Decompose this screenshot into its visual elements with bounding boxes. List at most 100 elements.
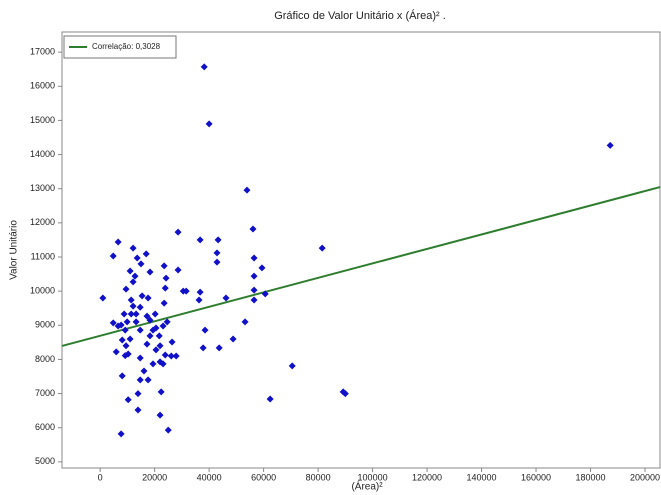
data-point: [137, 260, 145, 268]
y-tick-label: 16000: [30, 81, 55, 91]
data-point: [249, 225, 257, 233]
data-point: [214, 236, 222, 244]
data-point: [250, 286, 258, 294]
data-point: [131, 272, 139, 280]
data-point: [229, 335, 237, 343]
data-point: [195, 296, 203, 304]
data-point: [160, 299, 168, 307]
data-point: [138, 292, 146, 300]
data-point: [132, 310, 140, 318]
data-point: [118, 336, 126, 344]
data-point: [215, 344, 223, 352]
data-point: [143, 340, 151, 348]
data-point: [160, 262, 168, 270]
data-point: [114, 322, 122, 330]
plot-frame: [61, 31, 661, 469]
data-point: [318, 244, 326, 252]
data-point: [168, 338, 176, 346]
data-point: [250, 254, 258, 262]
data-point: [121, 326, 129, 334]
data-point: [129, 278, 137, 286]
data-point: [140, 367, 148, 375]
data-point: [161, 351, 169, 359]
data-point: [213, 249, 221, 257]
data-point: [152, 346, 160, 354]
data-point: [288, 362, 296, 370]
data-point: [159, 322, 167, 330]
data-point: [129, 244, 137, 252]
data-point: [172, 352, 180, 360]
data-point: [213, 258, 221, 266]
x-tick-label: 160000: [521, 472, 551, 482]
data-point: [205, 120, 213, 128]
data-point: [157, 388, 165, 396]
data-point: [261, 290, 269, 298]
x-tick-label: 180000: [576, 472, 606, 482]
data-point: [200, 63, 208, 71]
data-point: [201, 326, 209, 334]
data-point: [123, 318, 131, 326]
x-tick-label: 140000: [467, 472, 497, 482]
data-point: [120, 310, 128, 318]
data-point: [109, 319, 117, 327]
data-point: [266, 395, 274, 403]
data-point: [134, 406, 142, 414]
data-point: [129, 302, 137, 310]
data-point: [134, 390, 142, 398]
data-point: [155, 332, 163, 340]
data-point: [149, 360, 157, 368]
data-point: [199, 344, 207, 352]
legend-label: Correlação: 0,3028: [92, 42, 161, 51]
x-tick-label: 0: [98, 472, 103, 482]
x-tick-label: 60000: [251, 472, 276, 482]
x-tick-label: 120000: [412, 472, 442, 482]
data-point: [143, 312, 151, 320]
data-point: [109, 252, 117, 260]
chart-title: Gráfico de Valor Unitário x (Área)² .: [274, 9, 446, 22]
data-point: [132, 318, 140, 326]
data-point: [222, 294, 230, 302]
y-tick-label: 11000: [31, 251, 55, 261]
data-point: [174, 266, 182, 274]
data-point: [146, 316, 154, 324]
y-tick-label: 7000: [35, 388, 55, 398]
x-tick-label: 20000: [142, 472, 167, 482]
x-tick-label: 40000: [197, 472, 222, 482]
y-tick-label: 13000: [30, 183, 55, 193]
data-point: [250, 296, 258, 304]
y-tick-label: 6000: [35, 422, 55, 432]
x-tick-label: 100000: [358, 472, 388, 482]
data-point: [159, 360, 167, 368]
data-point: [196, 236, 204, 244]
data-point: [136, 376, 144, 384]
data-point: [144, 294, 152, 302]
data-point: [152, 324, 160, 332]
y-tick-label: 10000: [30, 286, 55, 296]
data-point: [606, 141, 614, 149]
data-point: [122, 342, 130, 350]
y-axis-label: Valor Unitário: [9, 220, 20, 280]
data-point: [196, 288, 204, 296]
y-tick-label: 17000: [30, 47, 55, 57]
data-point: [118, 372, 126, 380]
data-point: [99, 294, 107, 302]
data-point: [167, 352, 175, 360]
data-point: [258, 264, 266, 272]
y-tick-label: 14000: [30, 149, 55, 159]
data-point: [341, 390, 349, 398]
data-point: [156, 411, 164, 419]
data-point: [144, 376, 152, 384]
data-point: [179, 287, 187, 295]
data-point: [156, 342, 164, 350]
data-point: [163, 318, 171, 326]
y-tick-label: 9000: [35, 320, 55, 330]
x-tick-label: 80000: [306, 472, 331, 482]
data-point: [136, 303, 144, 311]
data-point: [241, 318, 249, 326]
data-point: [126, 267, 134, 275]
fit-line: [61, 186, 661, 347]
data-point: [161, 284, 169, 292]
y-tick-label: 8000: [35, 354, 55, 364]
data-point: [164, 426, 172, 434]
